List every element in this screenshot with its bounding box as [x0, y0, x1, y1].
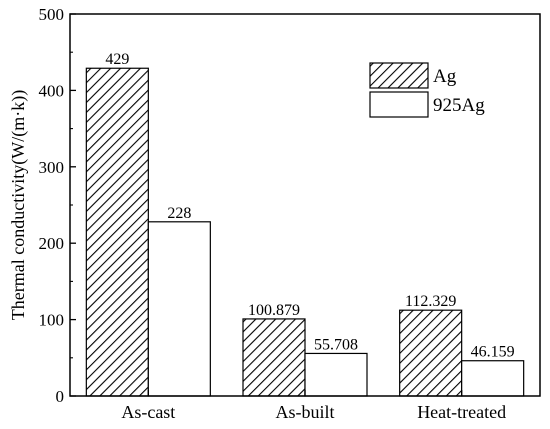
bar-value-label: 112.329	[405, 293, 456, 310]
legend-label-925ag: 925Ag	[433, 95, 485, 116]
y-tick-label: 0	[56, 387, 65, 406]
bar-925ag-as-built	[304, 352, 368, 397]
y-axis-label: Thermal conductivity(W/(m·k))	[8, 90, 29, 320]
y-tick-label: 400	[39, 81, 65, 100]
bar-ag-heat-treated	[399, 309, 463, 397]
bar-value-label: 46.159	[471, 344, 515, 361]
bar-925ag-as-cast	[147, 221, 211, 397]
legend-swatch-ag	[369, 62, 429, 89]
bar-value-label: 228	[167, 205, 191, 222]
y-axis-ticks: 0 100 200 300 400 500	[39, 5, 76, 406]
bar-ag-as-cast	[85, 67, 149, 397]
bar-value-label: 55.708	[314, 336, 358, 353]
bars	[85, 67, 525, 397]
y-tick-label: 500	[39, 5, 65, 24]
legend: Ag 925Ag	[369, 62, 485, 118]
value-labels: 429 228 100.879 55.708 112.329 46.159	[105, 51, 514, 360]
x-axis-ticks: As-cast As-built Heat-treated	[121, 390, 506, 422]
bar-value-label: 100.879	[248, 302, 300, 319]
bar-ag-as-built	[242, 318, 306, 397]
legend-label-ag: Ag	[433, 66, 457, 87]
legend-swatch-925ag	[369, 91, 429, 118]
x-tick-label: Heat-treated	[417, 402, 506, 422]
y-tick-label: 200	[39, 234, 65, 253]
x-tick-label: As-built	[275, 402, 334, 422]
x-tick-label: As-cast	[121, 402, 175, 422]
bar-925ag-heat-treated	[461, 360, 525, 397]
y-tick-label: 100	[39, 311, 65, 330]
y-tick-label: 300	[39, 158, 65, 177]
bar-value-label: 429	[105, 51, 129, 68]
